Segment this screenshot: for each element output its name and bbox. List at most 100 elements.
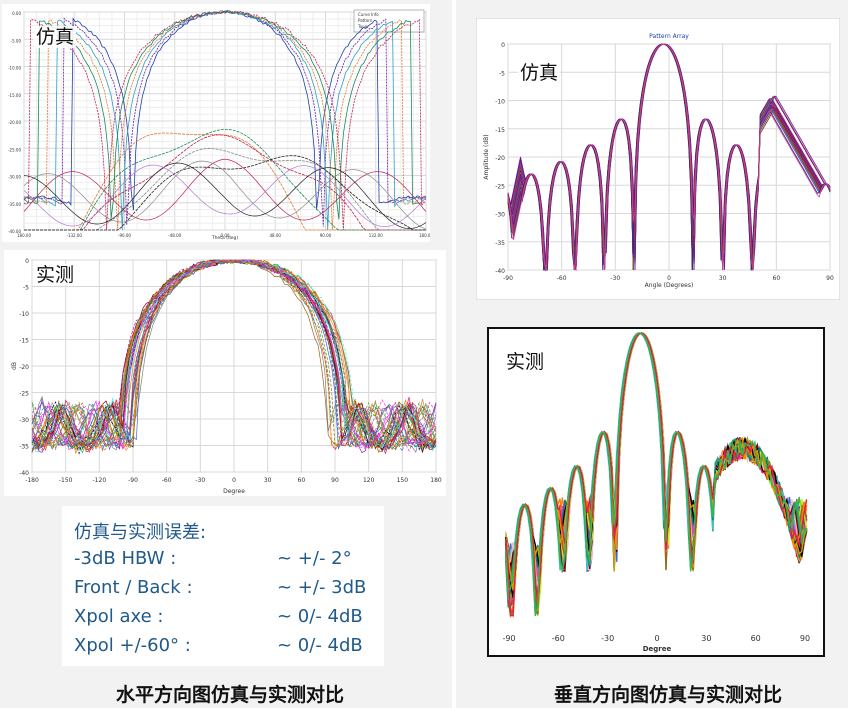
x-tick-label: -30 [195, 477, 205, 484]
x-tick-label: 0 [232, 477, 236, 484]
series-line [23, 164, 427, 227]
y-tick-label: -30.00 [8, 175, 21, 180]
series-line [505, 332, 808, 615]
x-tick-label: -90.00 [118, 233, 131, 238]
series-line [23, 10, 427, 211]
error-label: Xpol axe : [74, 606, 164, 627]
x-tick-label: -48.00 [168, 233, 181, 238]
x-tick-label: -120 [93, 477, 107, 484]
series-line [31, 259, 437, 453]
x-tick-label: 180.00 [17, 233, 31, 238]
y-tick-label: -10 [19, 311, 29, 318]
x-tick-label: 120 [363, 477, 375, 484]
y-tick-label: -15.00 [8, 93, 21, 98]
x-tick-label: -150 [59, 477, 73, 484]
x-tick-label: -60 [552, 634, 565, 643]
x-tick-label: 180.00 [419, 233, 430, 238]
y-tick-label: -5.00 [11, 38, 22, 43]
x-tick-label: 30 [701, 634, 711, 643]
series-line [31, 259, 437, 451]
error-summary-title: 仿真与实测误差: [74, 522, 207, 543]
x-tick-label: 30 [264, 477, 272, 484]
y-tick-label: -40.00 [8, 229, 21, 234]
x-tick-label: -90 [128, 477, 138, 484]
y-tick-label: -30 [19, 417, 29, 424]
x-tick-label: 90.00 [320, 233, 332, 238]
series-line [23, 10, 427, 231]
h-meas-tag: 实测 [34, 264, 77, 286]
x-tick-label: 60 [298, 477, 306, 484]
x-tick-label: 90 [331, 477, 339, 484]
error-label: -3dB HBW : [74, 548, 177, 569]
y-tick-label: -5 [499, 70, 505, 77]
y-tick-label: -25.00 [8, 147, 21, 152]
error-summary-box: 仿真与实测误差: -3dB HBW : ~ +/- 2° Front / Bac… [62, 506, 384, 666]
x-tick-label: 90 [826, 275, 834, 282]
h-sim-tag: 仿真 [34, 26, 77, 48]
series-line [31, 259, 437, 452]
x-tick-label: 180 [430, 477, 442, 484]
series-line [23, 10, 427, 231]
y-tick-label: -15 [19, 338, 29, 345]
y-tick-label: -20 [19, 364, 29, 371]
x-tick-label: 30 [719, 275, 727, 282]
error-value: ~ +/- 3dB [277, 577, 367, 598]
x-tick-label: -180 [25, 477, 39, 484]
x-tick-label: 90 [800, 634, 810, 643]
series-line [31, 259, 437, 453]
series-line [23, 10, 427, 220]
legend-entry: Pattern [358, 18, 373, 23]
x-tick-label: -90 [502, 634, 515, 643]
y-tick-label: -10.00 [8, 66, 21, 71]
series-line [24, 128, 426, 231]
series-line [24, 132, 426, 231]
x-tick-label: -60 [162, 477, 172, 484]
x-tick-label: 0 [654, 634, 659, 643]
x-axis-label: Degree [223, 488, 245, 495]
x-tick-label: 0.00 [221, 233, 230, 238]
series-line [23, 9, 427, 231]
x-tick-label: -30 [601, 634, 614, 643]
x-tick-label: -132.00 [67, 233, 83, 238]
y-tick-label: -20.00 [8, 120, 21, 125]
y-tick-label: -25 [19, 391, 29, 398]
series-line [23, 160, 427, 230]
series-line [24, 155, 426, 231]
y-tick-label: -35 [19, 444, 29, 451]
v-sim-tag: 仿真 [518, 62, 561, 84]
series-line [31, 259, 437, 452]
y-tick-label: -30 [495, 212, 505, 219]
y-tick-label: -10 [495, 99, 505, 106]
series-line [507, 43, 831, 271]
caption-left: 水平方向图仿真与实测对比 [115, 684, 344, 706]
x-tick-label: 150 [397, 477, 409, 484]
y-tick-label: -40 [19, 470, 29, 477]
h-meas-chart: -180 -150 -120 -90 -60 -30 0 30 60 90 120 150 180 0 -5… [4, 250, 446, 496]
series-line [23, 158, 427, 221]
x-axis-label: Theta (deg) [211, 235, 239, 241]
y-tick-label: -5 [23, 285, 29, 292]
series-line [23, 162, 427, 229]
x-tick-label: 48.00 [270, 233, 282, 238]
x-tick-label: -30 [610, 275, 620, 282]
x-axis-label: Angle (Degrees) [645, 282, 694, 289]
y-tick-label: -40 [495, 268, 505, 275]
error-value: ~ +/- 2° [277, 548, 352, 569]
y-tick-label: -20 [495, 155, 505, 162]
series-line [31, 259, 437, 449]
y-tick-label: -15 [495, 127, 505, 134]
series-line [507, 43, 831, 271]
h-sim-chart: 180.00 -132.00 -90.00 -48.00 0.00 48.00 90.00 1… [2, 4, 430, 242]
series-line [31, 259, 437, 448]
y-axis-label: dB [11, 362, 18, 370]
y-tick-label: 0 [25, 258, 29, 265]
error-label: Front / Back : [74, 577, 193, 598]
series-line [24, 134, 426, 231]
y-tick-label: 0.00 [12, 11, 21, 16]
legend-entry: Curve Info [358, 12, 379, 17]
legend-entry: Taper [357, 24, 369, 29]
y-tick-label: -35 [495, 240, 505, 247]
error-value: ~ 0/- 4dB [277, 606, 363, 627]
x-axis-label: Degree [643, 645, 672, 653]
x-tick-label: -90 [503, 275, 513, 282]
